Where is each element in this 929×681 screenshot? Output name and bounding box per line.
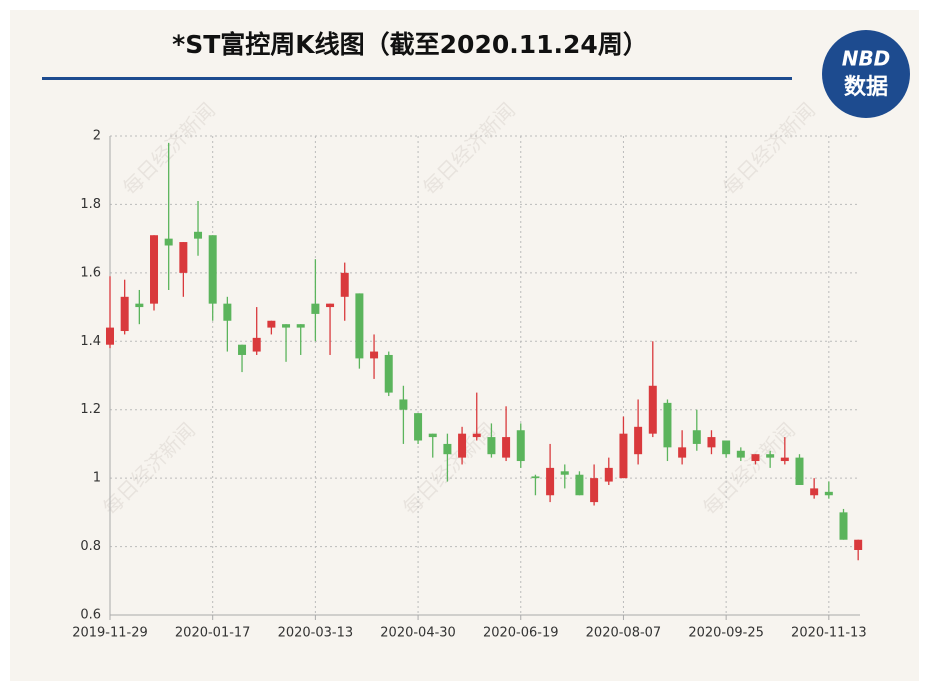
candle-body [546,467,555,496]
candle-body [414,413,423,441]
candle-body [238,344,247,355]
candle-body [692,430,701,444]
candle-body [194,231,203,239]
x-tick-label: 2020-01-17 [175,626,251,641]
candle-body [355,293,364,359]
candle-body [663,402,672,448]
candle-body [384,354,393,393]
candle-body [135,303,144,308]
candle-body [311,303,320,314]
candle-body [678,447,687,458]
background [10,10,919,681]
x-tick-label: 2019-11-29 [72,626,148,641]
candle-body [340,272,349,297]
candle-body [282,324,291,328]
x-tick-label: 2020-06-19 [483,626,559,641]
candle-body [443,443,452,455]
candle-body [120,296,129,332]
x-tick-label: 2020-04-30 [380,626,456,641]
candle-body [252,337,261,352]
candle-body [648,385,657,434]
y-tick-label: 1.6 [80,265,101,280]
logo [822,30,910,118]
candle-body [560,471,569,475]
candle-body [370,351,379,359]
candle-body [208,235,217,304]
candle-body [502,437,511,458]
title-rule [42,77,792,80]
x-tick-label: 2020-11-13 [791,626,867,641]
candle-body [619,433,628,479]
candle-body [824,491,833,496]
candle-body [575,474,584,496]
logo-text: NBD [842,47,891,71]
y-tick-label: 1 [93,471,101,486]
candle-body [399,399,408,410]
candle-body [854,539,863,550]
candle-body [150,235,159,304]
candle-body [458,433,467,458]
candle-body [707,437,716,448]
candle-body [531,476,540,479]
y-tick-label: 0.8 [80,539,101,554]
candle-body [795,457,804,485]
y-tick-label: 2 [93,129,101,144]
candle-body [839,512,848,540]
candle-body [267,320,276,328]
candle-body [106,327,114,345]
candle-body [223,303,232,321]
candle-body [179,242,188,273]
logo-text: 数据 [844,74,888,100]
y-tick-label: 0.6 [80,608,101,623]
candle-body [604,467,613,482]
candle-body [722,440,731,455]
candle-body [766,454,775,458]
y-tick-label: 1.8 [80,197,101,212]
candle-body [296,324,305,328]
candle-body [590,478,599,503]
candle-body [736,450,745,458]
candle-body [516,430,525,462]
candle-body [472,433,481,438]
y-tick-label: 1.2 [80,402,101,417]
candle-body [751,454,760,462]
x-tick-label: 2020-03-13 [278,626,354,641]
y-tick-label: 1.4 [80,334,101,349]
candle-body [634,426,643,455]
chart-title: *ST富控周K线图（截至2020.11.24周） [172,30,648,59]
candle-body [780,457,789,462]
candle-body [810,488,819,496]
candle-body [164,238,173,246]
candle-body [326,303,335,308]
candle-body [428,433,437,438]
x-tick-label: 2020-08-07 [586,626,662,641]
x-tick-label: 2020-09-25 [688,626,764,641]
candle-body [487,437,496,455]
